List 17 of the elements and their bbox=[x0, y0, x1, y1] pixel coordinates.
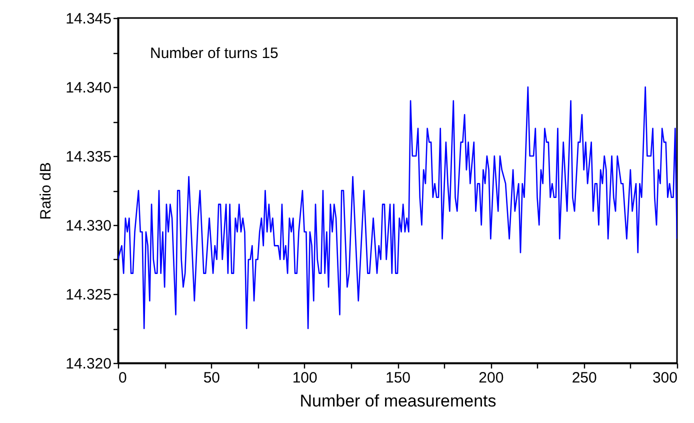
x-tick-label: 100 bbox=[292, 370, 318, 386]
x-axis-title: Number of measurements bbox=[300, 392, 496, 410]
x-tick-label: 300 bbox=[652, 370, 678, 386]
x-tick-label: 50 bbox=[203, 370, 220, 386]
annotation: Number of turns 15 bbox=[150, 45, 278, 62]
y-tick-label: 14.340 bbox=[66, 80, 112, 96]
y-tick-label: 14.325 bbox=[66, 286, 112, 304]
x-tick-label: 250 bbox=[572, 370, 597, 386]
line-series bbox=[118, 86, 677, 330]
y-axis-title: Ratio dB bbox=[38, 162, 55, 220]
y-tick-label: 14.320 bbox=[66, 356, 112, 372]
y-tick-label: 14.345 bbox=[66, 10, 112, 28]
y-tick-label: 14.335 bbox=[66, 148, 112, 166]
x-tick-label: 0 bbox=[118, 370, 127, 386]
x-tick-label: 150 bbox=[385, 370, 411, 386]
x-tick-label: 200 bbox=[478, 370, 504, 386]
y-tick-label: 14.330 bbox=[66, 218, 112, 234]
